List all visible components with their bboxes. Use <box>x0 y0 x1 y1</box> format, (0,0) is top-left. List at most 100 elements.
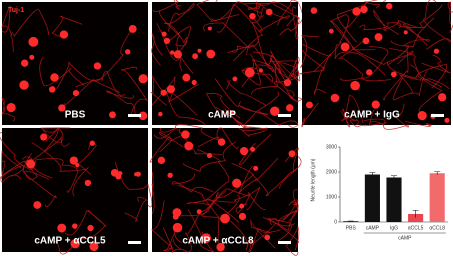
y-tick-label: 2000 <box>326 169 337 175</box>
soma <box>109 111 116 119</box>
soma <box>89 242 99 252</box>
neurite <box>270 50 290 80</box>
neurite <box>153 0 181 12</box>
neurite <box>205 92 241 119</box>
soma <box>206 49 216 59</box>
micrograph <box>152 2 298 125</box>
neurite <box>1 97 16 122</box>
neurite <box>124 196 149 222</box>
error-bar <box>369 172 376 177</box>
neurite <box>399 74 442 94</box>
x-tick-label: αCCL8 <box>429 225 445 231</box>
scale-bar <box>431 114 444 117</box>
neurite <box>238 127 268 137</box>
soma <box>264 234 271 241</box>
soma <box>305 101 313 109</box>
neurite <box>277 210 300 244</box>
neurite <box>251 6 290 32</box>
neurite <box>151 33 164 66</box>
neurite <box>0 164 24 183</box>
soma <box>371 100 380 109</box>
soma <box>366 69 373 76</box>
error-bar <box>412 209 419 218</box>
soma <box>87 224 94 232</box>
neurite <box>273 80 303 103</box>
neurite <box>214 78 269 116</box>
neurite <box>267 218 295 242</box>
soma <box>167 172 173 178</box>
neurite <box>153 124 224 142</box>
neurite <box>211 1 262 21</box>
soma <box>163 37 171 44</box>
neurite <box>1 150 22 176</box>
neurite <box>252 51 301 82</box>
neurite <box>42 127 64 143</box>
soma <box>196 209 202 215</box>
neurite <box>205 186 261 211</box>
soma <box>117 171 123 176</box>
soma <box>270 106 280 117</box>
neurite <box>262 189 299 232</box>
soma <box>201 233 212 244</box>
neurite <box>402 23 430 47</box>
neurite <box>0 131 37 171</box>
soma <box>172 222 183 233</box>
scale-bar <box>278 241 291 244</box>
panel-label: cAMP <box>208 110 236 121</box>
neurite <box>447 1 453 34</box>
soma <box>166 85 175 94</box>
neurite <box>373 9 399 35</box>
soma <box>93 62 102 70</box>
neurite <box>258 57 299 87</box>
soma <box>33 201 42 209</box>
neurite <box>397 4 443 28</box>
cells <box>150 0 303 128</box>
y-tick-label: 0 <box>334 219 337 225</box>
neurite <box>162 227 188 253</box>
stain-label: Tuj-1 <box>8 7 24 14</box>
neurite <box>269 199 299 226</box>
neurite <box>166 90 206 126</box>
soma <box>360 5 368 14</box>
soma <box>48 86 56 93</box>
scale-bar <box>128 114 141 117</box>
neurite <box>359 22 402 31</box>
neurite <box>251 156 302 196</box>
neurite <box>279 14 300 36</box>
soma <box>232 76 238 82</box>
neurite <box>339 46 389 81</box>
cells <box>149 124 302 256</box>
soma <box>239 203 245 209</box>
x-tick-label: IgG <box>390 225 398 231</box>
cells <box>1 5 149 122</box>
soma <box>283 79 292 87</box>
neurite <box>64 209 107 236</box>
micrograph <box>2 128 148 252</box>
neurite <box>224 91 279 128</box>
soma <box>249 12 256 20</box>
neurite <box>120 66 149 114</box>
neurite <box>197 149 230 203</box>
y-axis-label: Neurite length (μm) <box>310 158 316 201</box>
soma <box>170 50 175 55</box>
neurite <box>383 45 410 101</box>
soma <box>29 54 35 60</box>
soma <box>135 171 141 177</box>
soma <box>438 93 447 102</box>
neurite <box>63 30 132 106</box>
bar <box>429 173 445 222</box>
soma <box>110 169 119 177</box>
neurite <box>273 4 300 40</box>
neurite <box>164 2 195 32</box>
neurite <box>151 171 155 214</box>
soma <box>59 30 69 39</box>
neurite <box>171 173 214 193</box>
neurite <box>235 192 266 214</box>
neurite <box>196 0 240 22</box>
neurite <box>329 20 376 51</box>
neurite <box>313 14 349 72</box>
neurite <box>364 109 386 126</box>
soma <box>89 140 95 146</box>
